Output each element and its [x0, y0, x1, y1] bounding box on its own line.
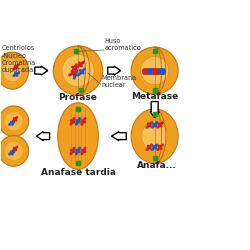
Text: -Núcleo: -Núcleo [2, 53, 27, 59]
Ellipse shape [0, 106, 28, 136]
Ellipse shape [62, 54, 94, 87]
Text: Profase: Profase [58, 93, 98, 102]
Ellipse shape [131, 109, 178, 163]
Ellipse shape [5, 142, 23, 160]
Text: Centriolos: Centriolos [2, 44, 35, 51]
FancyArrow shape [35, 66, 48, 75]
Text: Anafa...: Anafa... [137, 161, 177, 170]
FancyArrow shape [36, 132, 50, 140]
FancyArrow shape [150, 102, 159, 117]
Ellipse shape [3, 60, 22, 82]
Text: Cromatina
duplicada: Cromatina duplicada [2, 60, 36, 73]
Text: Membrana
nuclear: Membrana nuclear [102, 75, 137, 88]
Ellipse shape [53, 46, 103, 95]
Ellipse shape [0, 136, 28, 166]
Text: Huso
acromatico: Huso acromatico [105, 38, 142, 51]
Ellipse shape [58, 103, 98, 170]
Ellipse shape [140, 56, 169, 85]
FancyArrow shape [108, 66, 121, 75]
Text: Metafase: Metafase [131, 92, 178, 101]
Ellipse shape [142, 121, 168, 151]
FancyArrow shape [112, 132, 126, 140]
Ellipse shape [131, 47, 178, 94]
Ellipse shape [0, 52, 28, 89]
Ellipse shape [5, 112, 23, 130]
Text: Anafase tardia: Anafase tardia [40, 168, 116, 177]
